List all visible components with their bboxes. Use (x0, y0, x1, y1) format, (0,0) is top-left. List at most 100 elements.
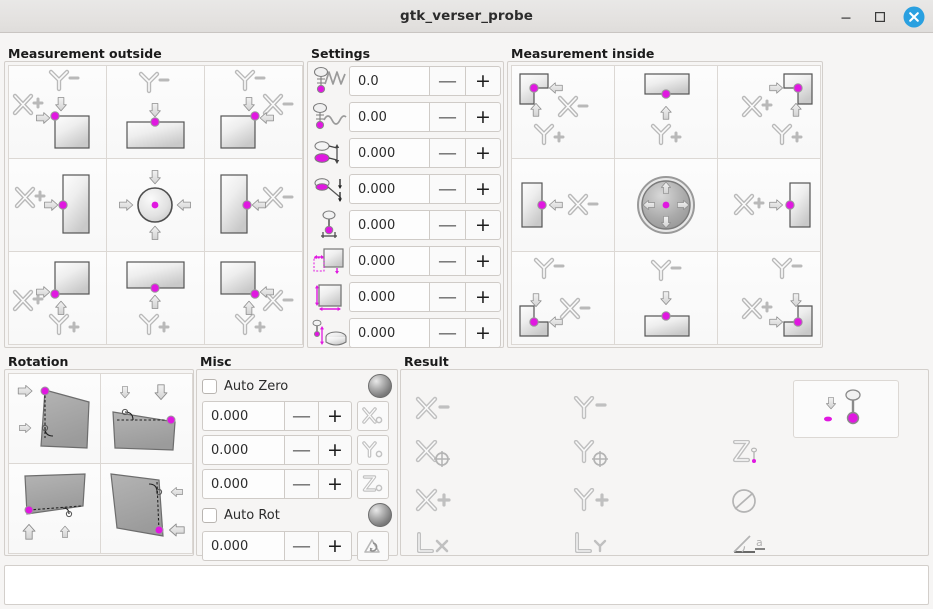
probe-diameter-spinner[interactable]: 0.000 — + (349, 210, 501, 240)
edge-offset-value[interactable]: 0.000 (349, 246, 429, 276)
log-textview[interactable] (4, 565, 929, 605)
svg-text:a: a (756, 536, 763, 549)
block-size-minus[interactable]: — (429, 282, 465, 312)
misc-y-plus[interactable]: + (318, 435, 352, 465)
probe-diameter-plus[interactable]: + (465, 210, 501, 240)
rotation-from-top[interactable] (99, 372, 193, 464)
misc-z-spinner[interactable]: 0.000 — + (202, 469, 352, 499)
setting-row-edge-offset: 0.000 — + (309, 243, 501, 279)
search-velocity-value[interactable]: 0.0 (349, 66, 429, 96)
inside-corner-top-left[interactable] (510, 64, 615, 159)
retract-distance-spinner[interactable]: 0.000 — + (349, 174, 501, 204)
inside-center-hole[interactable] (613, 157, 718, 252)
misc-x-plus[interactable]: + (318, 401, 352, 431)
rotation-from-left[interactable] (7, 372, 101, 464)
inside-edge-bottom[interactable] (613, 250, 718, 345)
settings-label: Settings (309, 47, 375, 61)
inside-edge-top[interactable] (613, 64, 718, 159)
block-size-value[interactable]: 0.000 (349, 282, 429, 312)
probe-velocity-spinner[interactable]: 0.00 — + (349, 102, 501, 132)
block-size-plus[interactable]: + (465, 282, 501, 312)
close-button[interactable] (903, 6, 925, 28)
outside-corner-bottom-right[interactable] (203, 250, 303, 345)
result-x-center (415, 440, 459, 470)
outside-edge-left[interactable] (7, 157, 107, 252)
rotation-label: Rotation (6, 355, 73, 369)
misc-z-plus[interactable]: + (318, 469, 352, 499)
outside-corner-top-right[interactable] (203, 64, 303, 159)
window-title: gtk_verser_probe (399, 8, 534, 24)
search-velocity-spinner[interactable]: 0.0 — + (349, 66, 501, 96)
auto-zero-checkbox-row[interactable]: Auto Zero (202, 372, 288, 400)
probe-tip-diameter-icon (309, 208, 349, 242)
outside-edge-top[interactable] (105, 64, 205, 159)
misc-x-spinner[interactable]: 0.000 — + (202, 401, 352, 431)
misc-content: Auto Zero 0.000 — + (202, 373, 392, 563)
misc-rot-minus[interactable]: — (284, 531, 318, 561)
inside-edge-right[interactable] (716, 157, 821, 252)
search-velocity-plus[interactable]: + (465, 66, 501, 96)
outside-edge-right[interactable] (203, 157, 303, 252)
maximize-button[interactable] (869, 6, 891, 28)
z-clearance-plus[interactable]: + (465, 318, 501, 348)
outside-edge-bottom[interactable] (105, 250, 205, 345)
misc-z-value[interactable]: 0.000 (202, 469, 284, 499)
misc-rot-spinner[interactable]: 0.000 — + (202, 531, 352, 561)
z-clearance-spinner[interactable]: 0.000 — + (349, 318, 501, 348)
edge-offset-spinner[interactable]: 0.000 — + (349, 246, 501, 276)
auto-rot-action-button[interactable] (368, 503, 392, 527)
probe-two-pos-icon (309, 136, 349, 170)
y-zero-icon-button[interactable] (357, 435, 389, 465)
inside-corner-top-right[interactable] (716, 64, 821, 159)
result-z-probe-button[interactable] (793, 380, 899, 438)
auto-zero-row: Auto Zero (202, 373, 392, 399)
setting-row-search-velocity: 0.0 — + (309, 63, 501, 99)
auto-rot-checkbox-row[interactable]: Auto Rot (202, 501, 280, 529)
misc-rot-value[interactable]: 0.000 (202, 531, 284, 561)
result-y-plus (573, 488, 617, 512)
misc-y-minus[interactable]: — (284, 435, 318, 465)
probe-diameter-minus[interactable]: — (429, 210, 465, 240)
latch-distance-minus[interactable]: — (429, 138, 465, 168)
probe-velocity-value[interactable]: 0.00 (349, 102, 429, 132)
latch-distance-plus[interactable]: + (465, 138, 501, 168)
search-velocity-minus[interactable]: — (429, 66, 465, 96)
auto-zero-action-button[interactable] (368, 374, 392, 398)
outside-corner-top-left[interactable] (7, 64, 107, 159)
z-clearance-minus[interactable]: — (429, 318, 465, 348)
inside-corner-bottom-left[interactable] (510, 250, 615, 345)
title-bar: gtk_verser_probe (0, 0, 933, 33)
retract-distance-minus[interactable]: — (429, 174, 465, 204)
angle-rotate-icon-button[interactable] (357, 531, 389, 561)
latch-distance-spinner[interactable]: 0.000 — + (349, 138, 501, 168)
inside-corner-bottom-right[interactable] (716, 250, 821, 345)
inside-edge-left[interactable] (510, 157, 615, 252)
misc-z-minus[interactable]: — (284, 469, 318, 499)
outside-center-circle[interactable] (105, 157, 205, 252)
misc-row-x-offset: 0.000 — + (202, 399, 392, 433)
misc-x-value[interactable]: 0.000 (202, 401, 284, 431)
latch-distance-value[interactable]: 0.000 (349, 138, 429, 168)
result-frame: Result (400, 355, 929, 556)
minimize-button[interactable] (835, 6, 857, 28)
block-size-spinner[interactable]: 0.000 — + (349, 282, 501, 312)
z-zero-icon-button[interactable] (357, 469, 389, 499)
probe-velocity-minus[interactable]: — (429, 102, 465, 132)
outside-corner-bottom-left[interactable] (7, 250, 107, 345)
rotation-from-bottom[interactable] (7, 462, 101, 554)
misc-y-value[interactable]: 0.000 (202, 435, 284, 465)
auto-rot-checkbox[interactable] (202, 507, 217, 523)
misc-rot-plus[interactable]: + (318, 531, 352, 561)
probe-velocity-plus[interactable]: + (465, 102, 501, 132)
edge-offset-minus[interactable]: — (429, 246, 465, 276)
x-zero-icon-button[interactable] (357, 401, 389, 431)
rotation-from-right[interactable] (99, 462, 193, 554)
misc-x-minus[interactable]: — (284, 401, 318, 431)
retract-distance-plus[interactable]: + (465, 174, 501, 204)
retract-distance-value[interactable]: 0.000 (349, 174, 429, 204)
z-clearance-value[interactable]: 0.000 (349, 318, 429, 348)
probe-diameter-value[interactable]: 0.000 (349, 210, 429, 240)
auto-zero-checkbox[interactable] (202, 378, 217, 394)
edge-offset-plus[interactable]: + (465, 246, 501, 276)
misc-y-spinner[interactable]: 0.000 — + (202, 435, 352, 465)
